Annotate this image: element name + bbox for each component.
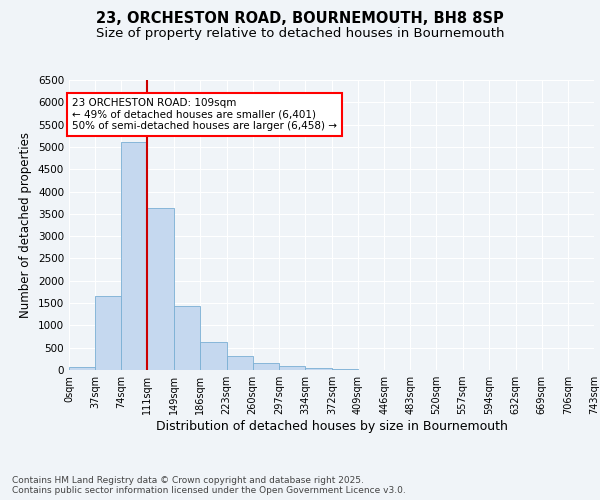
Bar	[305, 368, 332, 370]
Bar	[69, 368, 95, 370]
Bar	[332, 368, 358, 370]
Bar	[148, 208, 174, 370]
Text: 23, ORCHESTON ROAD, BOURNEMOUTH, BH8 8SP: 23, ORCHESTON ROAD, BOURNEMOUTH, BH8 8SP	[96, 11, 504, 26]
X-axis label: Distribution of detached houses by size in Bournemouth: Distribution of detached houses by size …	[155, 420, 508, 433]
Bar	[279, 366, 305, 370]
Text: Size of property relative to detached houses in Bournemouth: Size of property relative to detached ho…	[96, 28, 504, 40]
Y-axis label: Number of detached properties: Number of detached properties	[19, 132, 32, 318]
Text: 23 ORCHESTON ROAD: 109sqm
← 49% of detached houses are smaller (6,401)
50% of se: 23 ORCHESTON ROAD: 109sqm ← 49% of detac…	[72, 98, 337, 131]
Bar	[253, 363, 279, 370]
Bar	[174, 306, 200, 370]
Text: Contains HM Land Registry data © Crown copyright and database right 2025.
Contai: Contains HM Land Registry data © Crown c…	[12, 476, 406, 495]
Bar	[95, 296, 121, 370]
Bar	[121, 142, 148, 370]
Bar	[227, 356, 253, 370]
Bar	[200, 342, 227, 370]
